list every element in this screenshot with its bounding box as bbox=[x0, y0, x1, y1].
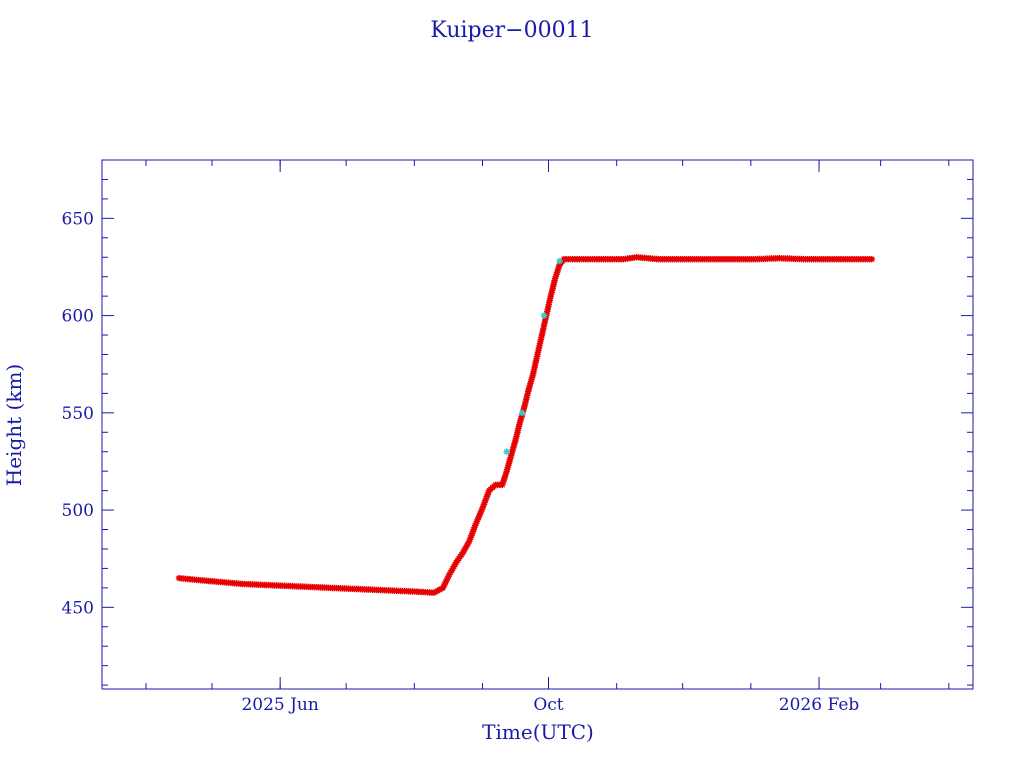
data-point-fill bbox=[473, 518, 480, 525]
data-point bbox=[472, 520, 480, 527]
data-point-fill bbox=[476, 512, 483, 520]
data-point-fill bbox=[475, 514, 482, 522]
data-point-fill bbox=[478, 506, 485, 514]
data-point-fill bbox=[474, 516, 481, 523]
data-point-fill bbox=[440, 582, 448, 590]
data-point-fill bbox=[482, 497, 489, 504]
data-point-fill bbox=[443, 576, 450, 584]
data-point-fill bbox=[471, 524, 478, 531]
x-tick-label: Oct bbox=[533, 695, 563, 715]
x-tick-label: 2025 Jun bbox=[241, 695, 318, 715]
data-point bbox=[439, 584, 447, 592]
data-point-fill bbox=[476, 510, 484, 518]
data-point bbox=[540, 312, 548, 319]
data-point bbox=[518, 409, 526, 416]
data-point bbox=[556, 257, 563, 265]
data-point bbox=[868, 256, 875, 263]
ticks-layer: 450 500 550 600 650 2025 Jun Oct 2026 Feb bbox=[62, 159, 973, 715]
data-point-fill bbox=[477, 508, 485, 516]
chart-title: Kuiper−00011 bbox=[430, 18, 593, 43]
y-tick-label: 450 bbox=[62, 598, 94, 618]
x-tick-label: 2026 Feb bbox=[779, 695, 860, 715]
data-point-fill bbox=[484, 491, 491, 498]
data-point-fill bbox=[469, 530, 476, 537]
data-marks bbox=[175, 254, 875, 596]
y-tick-label: 600 bbox=[62, 307, 94, 327]
y-axis-label: Height (km) bbox=[2, 364, 26, 486]
plot-frame bbox=[101, 159, 974, 690]
y-tick-label: 550 bbox=[62, 404, 94, 424]
y-tick-label: 650 bbox=[62, 209, 94, 229]
y-tick-label: 500 bbox=[62, 501, 94, 521]
data-point-fill bbox=[466, 536, 474, 543]
data-point bbox=[503, 448, 510, 455]
data-point-fill bbox=[480, 503, 487, 510]
x-axis-label: Time(UTC) bbox=[482, 720, 594, 744]
